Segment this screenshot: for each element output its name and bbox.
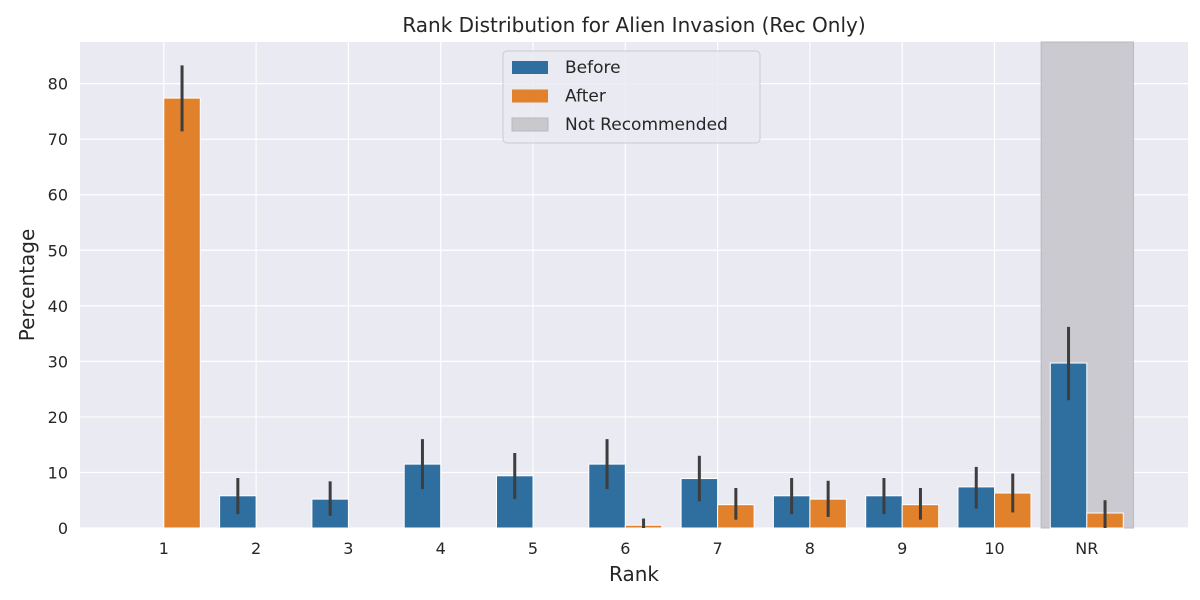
legend-label: Not Recommended [565, 115, 728, 135]
x-tick-labels: 1 2 3 4 5 6 7 8 9 10 NR [159, 539, 1099, 558]
legend-label: After [565, 87, 606, 107]
y-tick-label: 10 [48, 463, 68, 482]
x-tick-label: NR [1075, 539, 1098, 558]
bar-before-7 [680, 478, 719, 529]
y-tick-label: 80 [48, 75, 68, 94]
error-bars [180, 65, 1107, 528]
legend-swatch [512, 89, 548, 103]
x-tick-label: 5 [528, 539, 538, 558]
legend-swatch [511, 117, 549, 132]
legend: Before After Not Recommended [502, 50, 761, 144]
x-tick-label: 9 [897, 539, 907, 558]
x-tick-label: 3 [343, 539, 353, 558]
y-tick-label: 20 [48, 408, 68, 427]
bar-before-5 [496, 475, 534, 529]
y-tick-label: 60 [48, 186, 68, 205]
y-tick-label: 30 [48, 352, 68, 371]
legend-box [502, 50, 761, 144]
legend-label: Before [565, 58, 621, 78]
x-tick-label: 4 [436, 539, 446, 558]
bar-after-1 [163, 97, 201, 529]
chart-title: Rank Distribution for Alien Invasion (Re… [402, 13, 865, 37]
y-tick-labels: 0 10 20 30 40 50 60 70 80 [48, 75, 68, 538]
legend-swatch [512, 61, 548, 74]
y-tick-label: 50 [48, 241, 68, 260]
y-tick-label: 0 [58, 519, 68, 538]
x-tick-label: 10 [984, 539, 1004, 558]
y-axis-label: Percentage [15, 229, 39, 342]
y-tick-label: 40 [48, 297, 68, 316]
x-tick-label: 2 [251, 539, 261, 558]
x-tick-label: 7 [713, 539, 723, 558]
x-axis-label: Rank [609, 562, 659, 586]
x-tick-label: 1 [159, 539, 169, 558]
x-tick-label: 8 [805, 539, 815, 558]
x-tick-label: 6 [620, 539, 630, 558]
y-tick-label: 70 [48, 130, 68, 149]
